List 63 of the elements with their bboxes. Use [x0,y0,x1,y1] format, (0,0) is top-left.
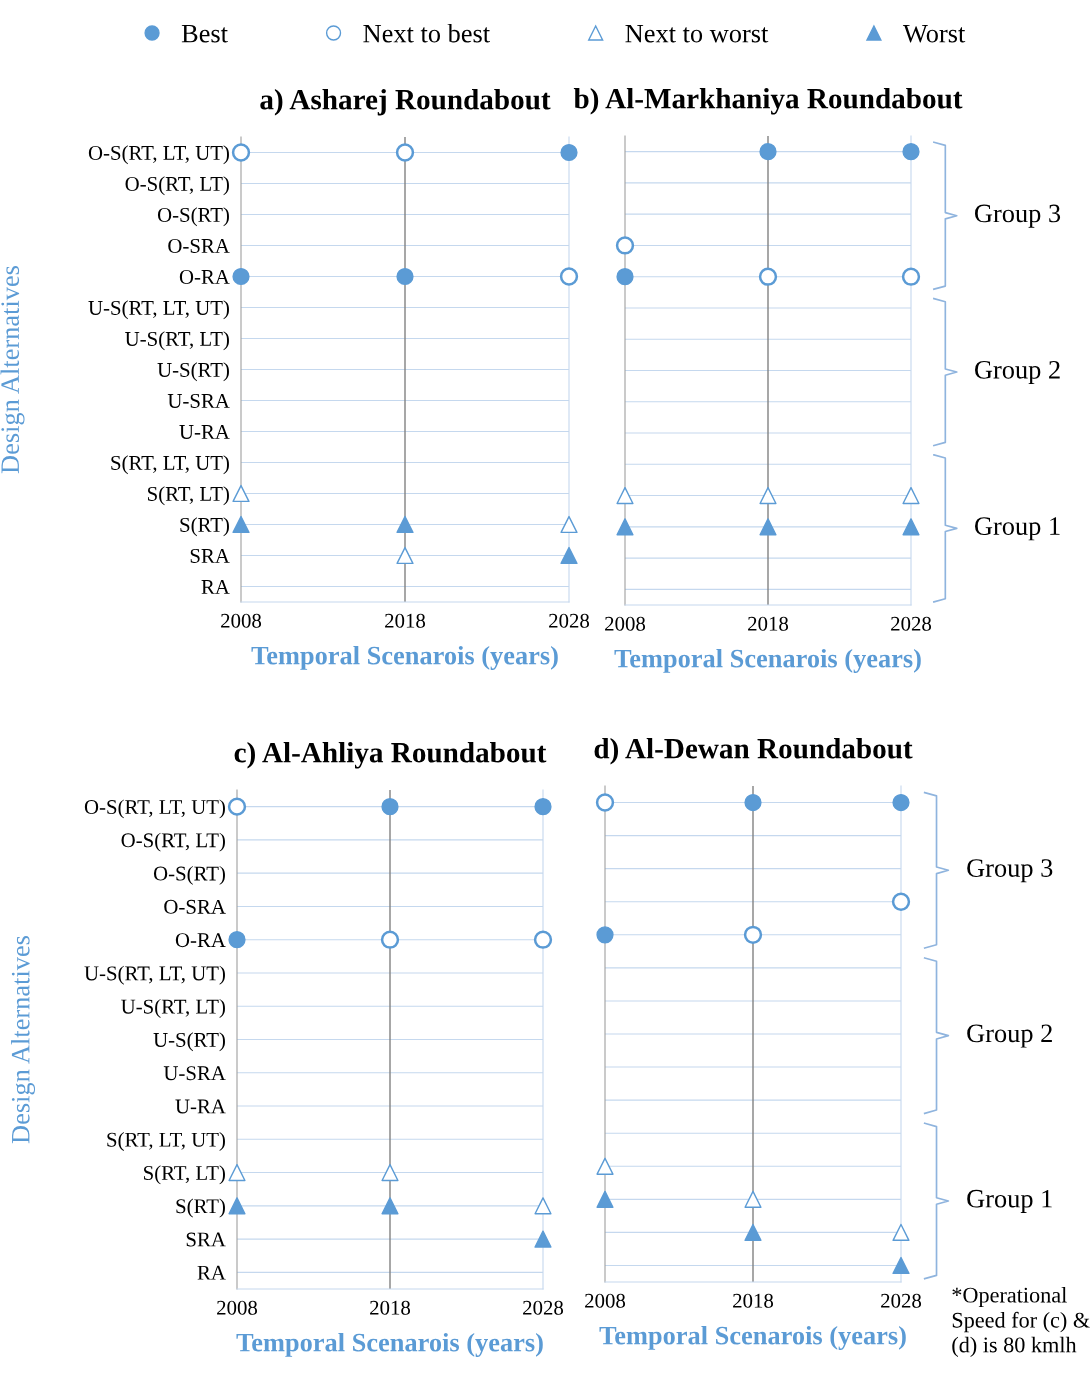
x-tick-label: 2028 [549,613,590,628]
text: Group 3 [975,204,1061,228]
y-tick-label: O-S(RT, LT) [121,832,225,852]
x-tick-label: 2018 [370,1300,411,1315]
x-tick-label: 2028 [881,1293,922,1308]
x-tick-label: 2018 [748,616,789,631]
chart-title: c) Al-Ahliya Roundabout [234,741,547,769]
y-tick-label: U-S(RT) [157,362,229,382]
x-tick-label: 2018 [733,1293,774,1308]
y-tick-label: O-RA [179,269,230,284]
y-tick-label: O-S(RT, LT, UT) [88,145,229,165]
y-tick-label: S(RT) [180,517,229,537]
y-tick-label: U-S(RT) [153,1032,225,1052]
y-tick-label: O-RA [175,933,226,948]
x-tick-label: 2028 [523,1300,564,1315]
y-tick-label: O-S(RT) [153,865,225,885]
y-tick-label: U-RA [179,424,230,439]
text: *Operational Speed for (c) & (d) is 80 kmlh [952,1286,1090,1357]
legend-label: Worst [902,24,966,43]
y-tick-label: S(RT) [176,1198,225,1218]
y-tick-label: RA [201,579,230,594]
y-tick-label: O-S(RT, LT) [125,176,229,196]
chart-title: b) Al-Markhaniya Roundabout [573,87,963,115]
x-tick-label: 2008 [585,1293,626,1308]
x-axis-title: Temporal Scenarois (years) [251,645,558,670]
y-tick-label: U-S(RT, LT) [125,331,229,351]
text: Group 3 [967,859,1053,883]
x-tick-label: 2008 [217,1300,258,1315]
x-tick-label: 2018 [385,613,426,628]
x-axis-title: Temporal Scenarois (years) [236,1332,543,1357]
y-tick-label: U-RA [175,1099,226,1114]
y-tick-label: SRA [190,548,230,563]
chart-title: a) Asharej Roundabout [260,88,551,116]
x-tick-label: 2028 [891,616,932,631]
text: Group 2 [967,1024,1052,1048]
y-tick-label: S(RT, LT, UT) [111,455,229,475]
y-tick-label: O-SRA [168,238,230,253]
y-tick-label: O-SRA [164,899,226,914]
y-tick-label: O-S(RT) [157,207,229,227]
x-axis-title: Temporal Scenarois (years) [614,648,921,673]
y-axis-title: Design Alternatives [11,936,36,1144]
y-tick-label: O-S(RT, LT, UT) [84,799,225,819]
y-tick-label: U-S(RT, LT, UT) [84,965,225,985]
y-tick-label: S(RT, LT) [148,486,229,506]
y-tick-label: U-SRA [163,1066,226,1081]
y-tick-label: S(RT, LT, UT) [107,1132,225,1151]
text: Group 2 [975,360,1060,385]
y-tick-label: U-S(RT, LT, UT) [88,300,229,320]
legend-label: Next to best [363,23,490,43]
legend-label: Next to worst [625,24,769,43]
x-tick-label: 2008 [221,613,262,628]
x-axis-title: Temporal Scenarois (years) [599,1325,906,1350]
text: Group 1 [975,517,1060,541]
legend-label: Best [181,24,228,43]
chart-title: d) Al-Dewan Roundabout [594,737,913,765]
y-tick-label: SRA [186,1232,226,1247]
y-axis-title: Design Alternatives [0,266,25,474]
y-tick-label: U-SRA [167,393,230,408]
y-tick-label: U-S(RT, LT) [121,999,225,1018]
x-tick-label: 2008 [605,616,646,631]
y-tick-label: S(RT, LT) [144,1165,225,1185]
text: Group 1 [967,1189,1052,1213]
y-tick-label: RA [197,1265,226,1280]
